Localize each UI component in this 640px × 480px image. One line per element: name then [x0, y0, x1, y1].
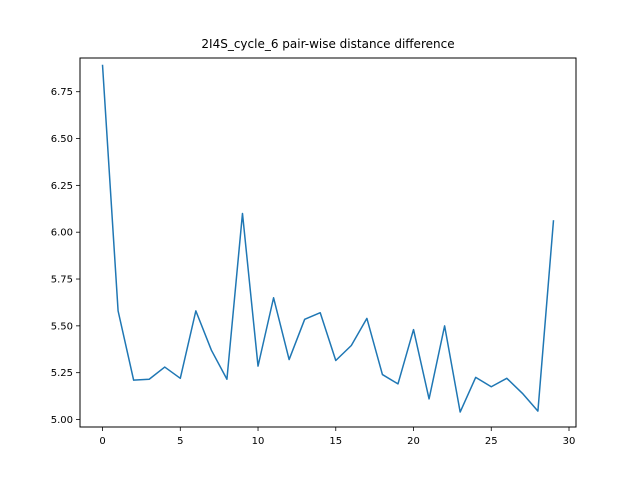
x-axis: 0 5 10 15 20 25 30	[99, 427, 575, 447]
y-tick-label: 6.75	[51, 87, 73, 98]
y-axis: 5.00 5.25 5.50 5.75 6.00 6.25 6.50 6.75	[51, 87, 80, 426]
x-tick-label: 0	[99, 436, 105, 447]
y-tick-label: 6.00	[51, 228, 73, 239]
axes-frame	[79, 57, 577, 428]
x-tick-label: 15	[329, 436, 342, 447]
x-tick-label: 20	[407, 436, 420, 447]
y-tick-label: 5.75	[51, 275, 73, 286]
chart-title: 2I4S_cycle_6 pair-wise distance differen…	[201, 37, 454, 51]
plot-area	[101, 64, 555, 413]
series-line	[101, 64, 555, 413]
x-tick-label: 30	[563, 436, 576, 447]
x-tick-label: 5	[177, 436, 183, 447]
x-tick-label: 10	[252, 436, 265, 447]
y-tick-label: 5.50	[51, 321, 73, 332]
y-tick-label: 6.25	[51, 181, 73, 192]
y-tick-label: 5.25	[51, 368, 73, 379]
y-tick-label: 5.00	[51, 415, 73, 426]
y-tick-label: 6.50	[51, 134, 73, 145]
x-tick-label: 25	[485, 436, 498, 447]
